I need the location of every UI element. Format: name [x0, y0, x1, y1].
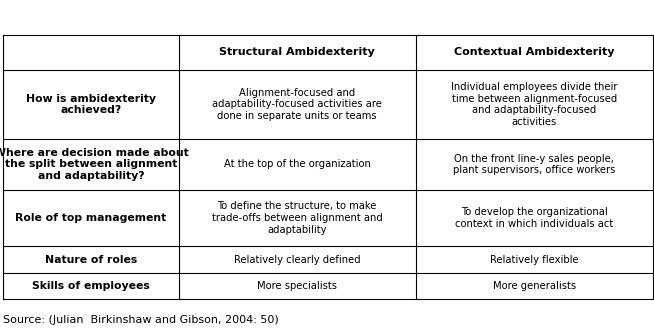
Text: Skills of employees: Skills of employees: [32, 280, 150, 291]
Text: Role of top management: Role of top management: [15, 213, 167, 223]
Text: More generalists: More generalists: [492, 280, 576, 291]
Text: Where are decision made about
the split between alignment
and adaptability?: Where are decision made about the split …: [0, 148, 188, 181]
Text: To define the structure, to make
trade-offs between alignment and
adaptability: To define the structure, to make trade-o…: [212, 202, 383, 235]
Text: At the top of the organization: At the top of the organization: [224, 159, 371, 169]
Text: To develop the organizational
context in which individuals act: To develop the organizational context in…: [455, 207, 613, 229]
Text: Relatively clearly defined: Relatively clearly defined: [234, 254, 360, 265]
Text: Individual employees divide their
time between alignment-focused
and adaptabilit: Individual employees divide their time b…: [451, 82, 617, 127]
Text: Source: (Julian  Birkinshaw and Gibson, 2004: 50): Source: (Julian Birkinshaw and Gibson, 2…: [3, 315, 279, 325]
Text: More specialists: More specialists: [257, 280, 337, 291]
Text: On the front line-y sales people,
plant supervisors, office workers: On the front line-y sales people, plant …: [453, 153, 615, 175]
Text: Alignment-focused and
adaptability-focused activities are
done in separate units: Alignment-focused and adaptability-focus…: [212, 88, 382, 121]
Text: Contextual Ambidexterity: Contextual Ambidexterity: [454, 47, 614, 57]
Text: Structural Ambidexterity: Structural Ambidexterity: [219, 47, 375, 57]
Text: Relatively flexible: Relatively flexible: [490, 254, 579, 265]
Text: Nature of roles: Nature of roles: [45, 254, 137, 265]
Text: How is ambidexterity
achieved?: How is ambidexterity achieved?: [26, 94, 156, 115]
